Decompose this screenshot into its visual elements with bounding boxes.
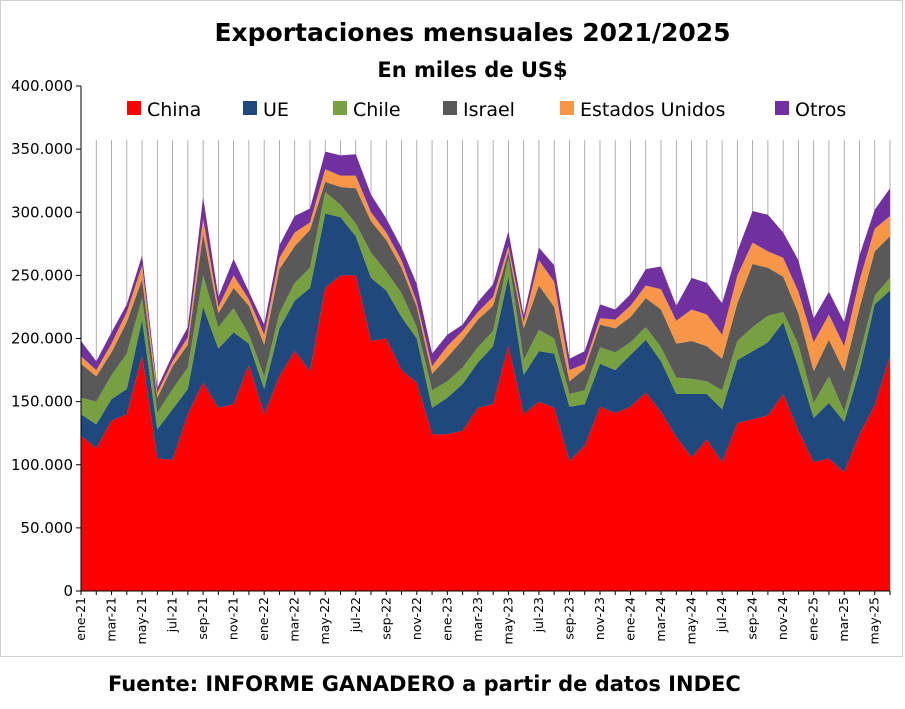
y-tick-label: 100.000 [11,456,73,474]
legend-label-estados-unidos: Estados Unidos [580,99,725,121]
legend: China UE Chile Israel Estados Unidos Otros [127,99,846,121]
chart-subtitle: En miles de US$ [377,58,568,82]
y-tick-label: 200.000 [11,330,73,348]
legend-label-chile: Chile [353,99,401,121]
legend-label-ue: UE [263,99,289,121]
x-tick-label: may-23 [500,597,515,644]
legend-label-china: China [147,99,201,121]
x-tick-label: mar-23 [470,597,485,642]
x-tick-label: jul-24 [714,597,729,633]
x-tick-label: ene-24 [623,597,638,641]
x-tick-label: mar-25 [836,597,851,642]
x-tick-label: sep-24 [745,597,760,640]
y-tick-label: 50.000 [21,519,74,537]
stacked-area-chart: 0 50.000 100.000 150.000 200.000 250.000 300.0… [11,77,891,644]
area-israel [81,181,890,413]
y-tick-label: 250.000 [11,266,73,284]
y-axis-ticks: 0 50.000 100.000 150.000 200.000 250.000 300.0… [11,77,81,600]
x-tick-label: jul-23 [531,597,546,633]
x-tick-label: nov-23 [592,597,607,640]
area-ue [81,213,890,473]
y-tick-label: 300.000 [11,203,73,221]
legend-swatch-estados-unidos [560,101,574,115]
legend-swatch-israel [443,101,457,115]
x-tick-label: ene-23 [439,597,454,641]
x-axis-ticks: ene-21 mar-21 may-21 jul-21 sep-21 nov-21 ene-… [73,591,891,644]
x-tick-label: jul-21 [165,597,180,633]
y-tick-label: 0 [63,582,73,600]
legend-label-israel: Israel [463,99,515,121]
y-tick-label: 350.000 [11,140,73,158]
legend-label-otros: Otros [795,99,846,121]
x-tick-label: nov-21 [226,597,241,640]
area-series [81,151,890,591]
x-tick-label: mar-21 [104,597,119,642]
legend-swatch-chile [333,101,347,115]
legend-swatch-china [127,101,141,115]
x-tick-label: may-24 [684,597,699,644]
source-note: Fuente: INFORME GANADERO a partir de dat… [108,672,741,696]
x-tick-label: ene-21 [73,597,88,641]
y-tick-label: 400.000 [11,77,73,95]
legend-swatch-otros [775,101,789,115]
chart-title: Exportaciones mensuales 2021/2025 [214,18,731,47]
x-tick-label: ene-25 [806,597,821,641]
x-tick-label: nov-22 [409,597,424,640]
x-tick-label: sep-21 [195,597,210,640]
x-tick-label: mar-22 [287,597,302,642]
x-tick-label: may-22 [317,597,332,644]
legend-swatch-ue [243,101,257,115]
x-tick-label: may-21 [134,597,149,644]
x-tick-label: ene-22 [256,597,271,641]
x-tick-label: sep-23 [561,597,576,640]
area-estados-unidos [81,169,890,398]
y-tick-label: 150.000 [11,393,73,411]
x-tick-label: mar-24 [653,597,668,642]
area-china [81,275,890,591]
x-tick-label: sep-22 [378,597,393,640]
x-tick-label: nov-24 [775,597,790,640]
x-tick-label: may-25 [867,597,882,644]
x-tick-label: jul-22 [348,597,363,633]
